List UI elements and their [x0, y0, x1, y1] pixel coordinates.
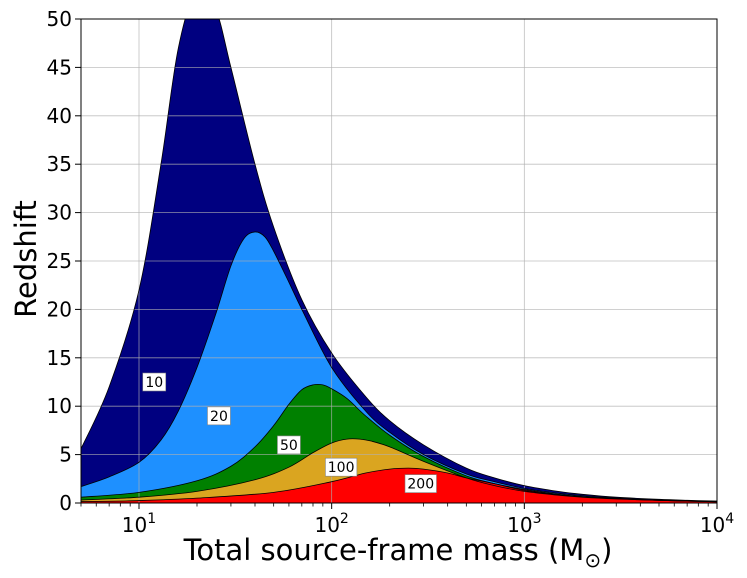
y-tick-label: 25 — [47, 249, 72, 273]
y-axis-ticks: 0 5 10 15 20 25 30 35 40 45 50 — [47, 7, 81, 515]
y-axis-label: Redshift — [9, 200, 43, 318]
y-tick-label: 50 — [47, 7, 72, 31]
x-tick-label: 102 — [314, 511, 348, 537]
contour-label-text: 10 — [145, 375, 163, 391]
contour-line-20 — [81, 231, 717, 502]
contour-label-100: 100 — [325, 457, 358, 477]
y-tick-label: 45 — [47, 55, 72, 79]
y-tick-label: 30 — [47, 201, 72, 225]
y-tick-label: 40 — [47, 104, 72, 128]
contour-area-50 — [81, 384, 717, 503]
contour-labels: 10 20 50 100 200 — [142, 372, 437, 493]
contour-label-10: 10 — [142, 372, 167, 392]
x-tick-label: 103 — [507, 511, 541, 537]
contour-label-text: 200 — [407, 477, 434, 493]
x-tick-label: 101 — [122, 511, 156, 537]
y-tick-label: 5 — [59, 443, 72, 467]
x-axis-ticks: 101 102 103 104 — [80, 503, 734, 537]
y-tick-label: 20 — [47, 297, 72, 321]
contour-area-20 — [81, 231, 717, 503]
y-tick-label: 35 — [47, 152, 72, 176]
y-tick-label: 0 — [59, 491, 72, 515]
contour-label-text: 20 — [210, 409, 228, 425]
contour-label-50: 50 — [277, 435, 301, 455]
contour-line-200 — [81, 467, 717, 503]
x-tick-label: 104 — [700, 511, 734, 537]
contour-fills — [81, 19, 717, 503]
contour-label-text: 50 — [280, 438, 298, 454]
y-tick-label: 10 — [47, 394, 72, 418]
contour-label-text: 100 — [328, 460, 355, 476]
contour-line-10 — [81, 19, 717, 502]
contour-label-200: 200 — [404, 474, 437, 493]
contour-label-20: 20 — [207, 406, 231, 426]
contour-outlines — [81, 19, 717, 503]
x-axis-label: Total source-frame mass (M⊙) — [183, 533, 613, 572]
y-tick-label: 15 — [47, 346, 72, 370]
